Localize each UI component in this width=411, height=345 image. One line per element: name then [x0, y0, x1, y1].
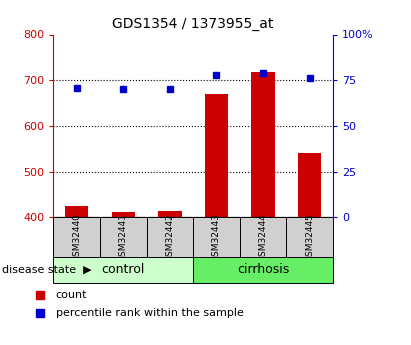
- Text: control: control: [102, 264, 145, 276]
- FancyBboxPatch shape: [240, 217, 286, 257]
- Text: GSM32443: GSM32443: [212, 213, 221, 262]
- Text: GSM32440: GSM32440: [72, 213, 81, 262]
- Bar: [252, 72, 275, 217]
- Title: GDS1354 / 1373955_at: GDS1354 / 1373955_at: [113, 17, 274, 31]
- Bar: [298, 153, 321, 217]
- Bar: [112, 212, 135, 217]
- Text: GSM32442: GSM32442: [165, 213, 174, 262]
- Text: disease state  ▶: disease state ▶: [2, 265, 92, 275]
- Bar: [205, 94, 228, 217]
- Bar: [65, 206, 88, 217]
- Text: cirrhosis: cirrhosis: [237, 264, 289, 276]
- Bar: [158, 211, 182, 217]
- FancyBboxPatch shape: [286, 217, 333, 257]
- Text: GSM32441: GSM32441: [119, 213, 128, 262]
- Text: count: count: [55, 290, 87, 300]
- FancyBboxPatch shape: [193, 217, 240, 257]
- Text: percentile rank within the sample: percentile rank within the sample: [55, 308, 243, 318]
- Text: GSM32445: GSM32445: [305, 213, 314, 262]
- FancyBboxPatch shape: [53, 217, 100, 257]
- Text: GSM32444: GSM32444: [259, 213, 268, 262]
- FancyBboxPatch shape: [53, 257, 193, 283]
- FancyBboxPatch shape: [147, 217, 193, 257]
- FancyBboxPatch shape: [193, 257, 333, 283]
- FancyBboxPatch shape: [100, 217, 147, 257]
